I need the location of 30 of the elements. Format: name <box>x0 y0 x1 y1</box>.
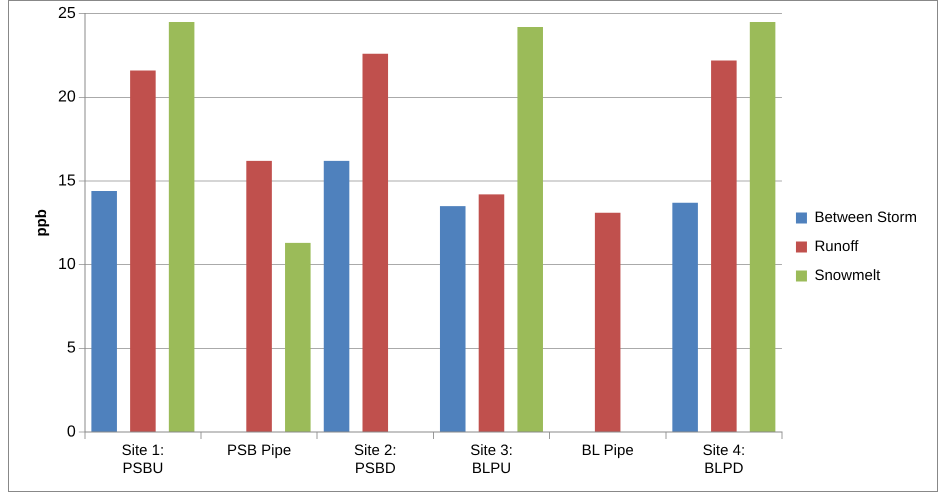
bar <box>672 202 698 432</box>
bar <box>362 54 388 432</box>
legend-label: Runoff <box>814 238 860 256</box>
y-tick-label: 0 <box>66 423 76 440</box>
x-tick-label: BL Pipe <box>582 442 634 460</box>
y-tick-label: 10 <box>58 256 76 274</box>
bar <box>517 26 543 432</box>
legend-label: Between Storm <box>814 209 917 226</box>
y-tick-label: 25 <box>58 5 76 22</box>
bar <box>594 212 620 432</box>
bar <box>285 242 311 432</box>
bar <box>91 191 117 432</box>
y-tick-label: 5 <box>66 340 76 357</box>
y-tick-label: 20 <box>58 88 76 106</box>
x-tick-label: Site 1: PSBU <box>122 442 164 478</box>
x-tick-label: Site 4: BLPD <box>702 442 746 478</box>
legend-label: Snowmelt <box>814 267 882 284</box>
x-tick-label: Site 2: PSBD <box>354 442 397 478</box>
y-axis-title: ppb <box>33 209 50 237</box>
bar <box>168 22 194 432</box>
bar <box>478 194 504 432</box>
x-tick-label: Site 3: BLPU <box>470 442 513 478</box>
bar <box>750 22 776 432</box>
bar <box>246 160 272 432</box>
bar <box>440 206 466 432</box>
y-tick-label: 15 <box>58 172 76 190</box>
bar <box>324 160 350 432</box>
bar <box>130 70 156 432</box>
x-tick-label: PSB Pipe <box>226 442 292 460</box>
bar <box>711 60 737 432</box>
